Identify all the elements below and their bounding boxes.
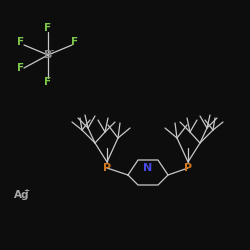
Text: F: F: [44, 23, 52, 33]
Text: -: -: [51, 46, 54, 56]
Text: B: B: [44, 50, 52, 60]
Text: N: N: [144, 163, 152, 173]
Text: F: F: [72, 37, 78, 47]
Text: F: F: [18, 37, 24, 47]
Text: F: F: [18, 63, 24, 73]
Text: P: P: [103, 163, 111, 173]
Text: Ag: Ag: [14, 190, 30, 200]
Text: F: F: [44, 77, 52, 87]
Text: +: +: [23, 188, 29, 194]
Text: P: P: [184, 163, 192, 173]
